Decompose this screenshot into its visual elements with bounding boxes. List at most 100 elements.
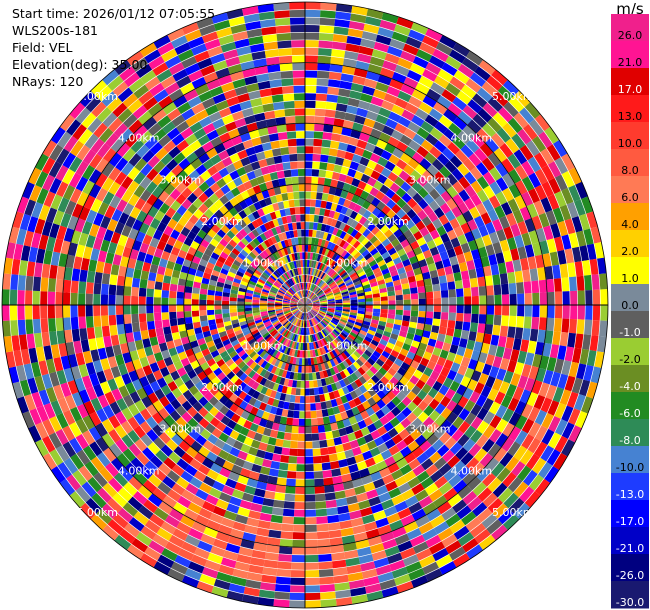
ppi-gate <box>354 222 363 232</box>
ppi-gate <box>312 285 318 293</box>
ppi-gate <box>355 254 364 263</box>
ppi-gate <box>409 169 422 182</box>
ppi-gate <box>347 168 357 178</box>
ppi-gate <box>465 138 480 153</box>
ppi-gate <box>369 247 379 257</box>
ppi-gate <box>332 195 341 205</box>
ppi-gate <box>408 255 419 265</box>
ppi-gate <box>429 246 440 257</box>
ppi-gate <box>514 180 528 195</box>
ppi-gate <box>316 290 324 297</box>
ppi-gate <box>366 222 376 232</box>
ppi-gate <box>305 298 310 305</box>
ppi-gate <box>518 107 535 124</box>
ppi-gate <box>315 199 322 208</box>
ppi-gate <box>347 97 360 108</box>
ppi-gate <box>319 296 327 301</box>
ppi-gate <box>492 112 508 128</box>
ppi-gate <box>487 117 503 133</box>
ppi-gate <box>332 244 340 253</box>
ppi-gate <box>361 200 372 210</box>
ppi-gate <box>315 100 327 110</box>
ppi-gate <box>349 237 358 247</box>
ppi-gate <box>445 198 458 211</box>
ppi-gate <box>460 144 474 159</box>
ppi-gate <box>311 168 320 177</box>
ppi-gate <box>462 124 477 139</box>
ppi-gate <box>323 124 334 133</box>
ppi-gate <box>402 43 419 56</box>
colorbar-tick-label: 17.0 <box>618 83 643 96</box>
ppi-gate <box>448 49 466 64</box>
ppi-gate <box>388 264 397 273</box>
ppi-gate <box>406 234 417 245</box>
ppi-gate <box>448 122 463 137</box>
ppi-gate <box>360 237 370 247</box>
ppi-gate <box>340 249 348 258</box>
ppi-gate <box>423 193 435 205</box>
ppi-gate <box>434 121 449 135</box>
ppi-gate <box>308 221 314 230</box>
ppi-gate <box>305 168 313 177</box>
ppi-gate <box>333 274 341 282</box>
ppi-gate <box>425 28 443 42</box>
ppi-gate <box>345 208 354 218</box>
ppi-gate <box>324 109 336 118</box>
ppi-gate <box>438 115 453 129</box>
ppi-gate <box>340 165 350 176</box>
ppi-gate <box>305 214 310 222</box>
ppi-gate <box>305 176 312 184</box>
ppi-gate <box>340 288 349 294</box>
ppi-gate <box>390 238 401 248</box>
ppi-gate <box>306 290 309 298</box>
ppi-gate <box>381 99 395 112</box>
ppi-gate <box>426 164 439 177</box>
ppi-gate <box>492 91 509 107</box>
ppi-gate <box>345 254 354 263</box>
ppi-gate <box>366 244 376 253</box>
ppi-gate <box>316 192 323 201</box>
ppi-gate <box>451 96 468 111</box>
ppi-gate <box>305 300 312 305</box>
ppi-gate <box>327 268 334 276</box>
ppi-gate <box>482 198 494 213</box>
ppi-gate <box>330 179 339 188</box>
ppi-gate <box>321 192 329 202</box>
ppi-gate <box>320 272 326 280</box>
ppi-gate <box>321 255 327 264</box>
ppi-gate <box>541 181 555 198</box>
ppi-gate <box>305 299 311 305</box>
ppi-gate <box>365 193 376 204</box>
ppi-gate <box>312 252 317 261</box>
ppi-gate <box>379 67 395 79</box>
ppi-gate <box>331 272 339 280</box>
ppi-gate <box>308 291 314 299</box>
ppi-gate <box>485 137 500 153</box>
ppi-gate <box>328 269 336 277</box>
ppi-gate <box>397 57 413 70</box>
ppi-gate <box>344 175 354 185</box>
colorbar-tick-label: 26.0 <box>618 29 643 42</box>
ppi-gate <box>326 94 339 103</box>
ppi-gate <box>345 43 361 54</box>
ppi-gate <box>470 193 483 207</box>
ppi-gate <box>457 110 473 125</box>
ppi-gate <box>344 50 359 61</box>
ppi-gate <box>322 285 330 292</box>
ppi-gate <box>439 202 452 215</box>
ppi-gate <box>317 62 331 72</box>
ppi-gate <box>432 48 449 63</box>
ppi-gate <box>315 230 321 239</box>
ppi-gate <box>402 164 415 176</box>
ppi-gate <box>387 136 400 148</box>
ppi-gate <box>319 161 328 171</box>
ppi-gate <box>415 82 430 96</box>
ppi-gate <box>495 177 509 192</box>
ppi-gate <box>377 74 392 86</box>
ppi-gate <box>312 276 316 284</box>
ppi-gate <box>391 31 409 44</box>
ppi-gate <box>331 286 339 292</box>
colorbar-tick-label: 2.0 <box>621 245 639 258</box>
ppi-gate <box>428 55 446 69</box>
ppi-gate <box>311 298 319 302</box>
